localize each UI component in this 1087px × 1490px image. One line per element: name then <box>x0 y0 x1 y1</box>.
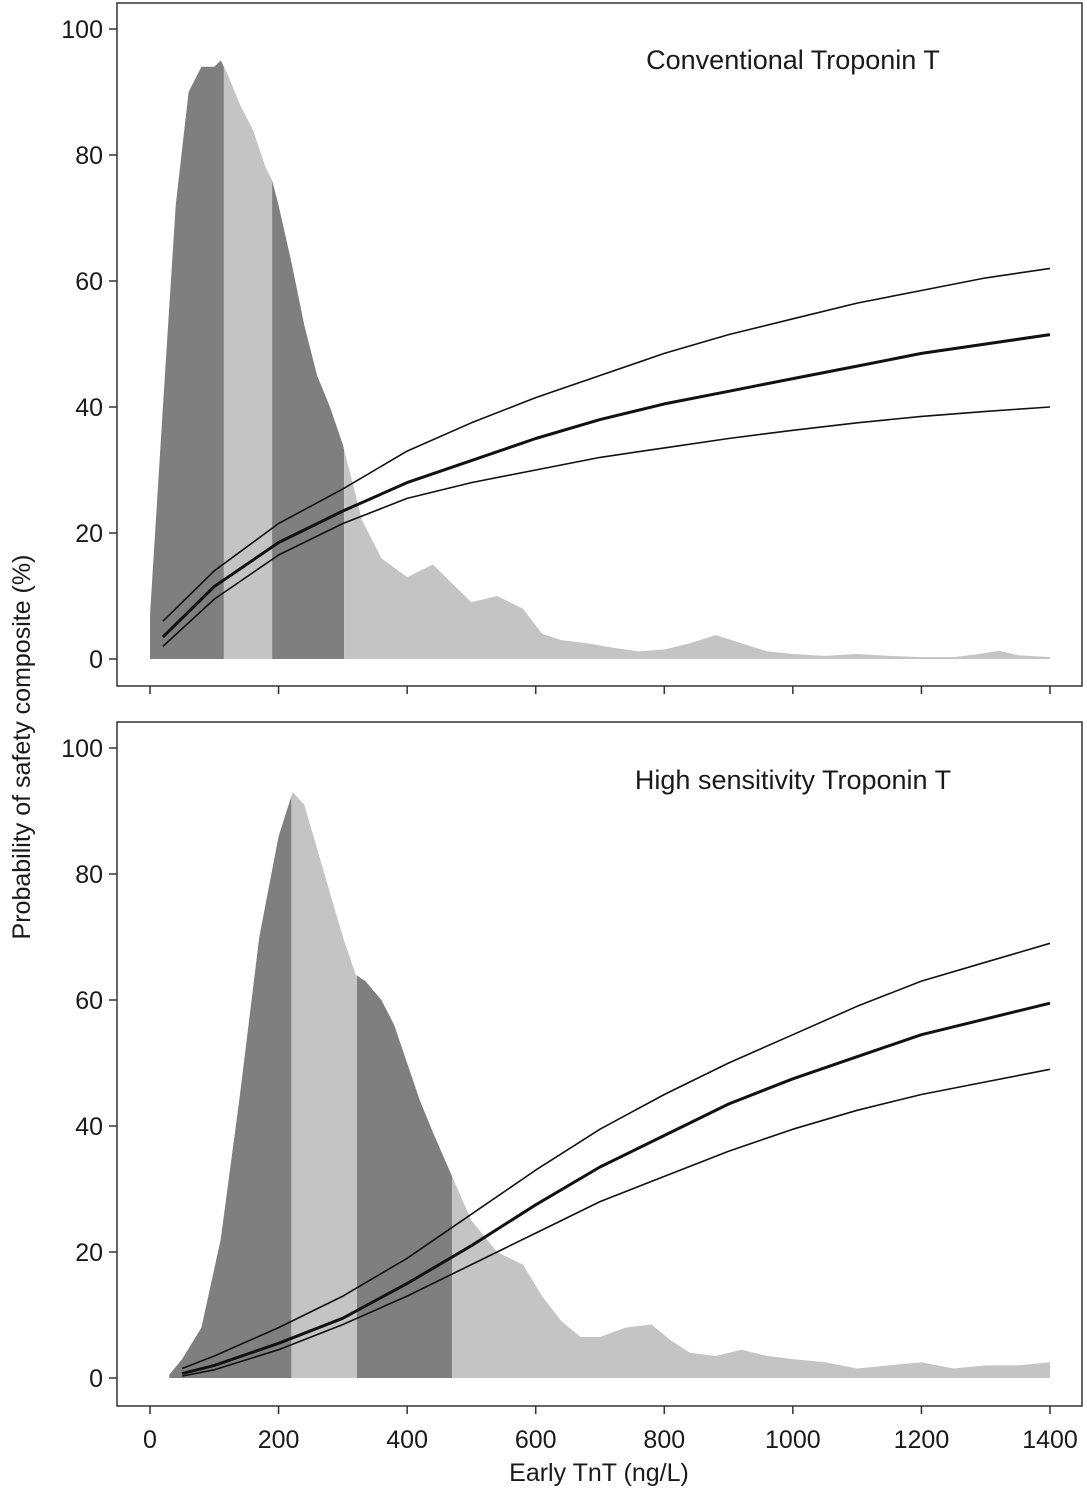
panel-title: Conventional Troponin T <box>646 45 940 75</box>
curve-estimate <box>181 1001 1051 1376</box>
curve-upper <box>181 942 1051 1370</box>
x-axis-title: Early TnT (ng/L) <box>509 1459 689 1487</box>
density-band-dark <box>357 975 453 1378</box>
y-tick-label: 40 <box>75 1113 103 1141</box>
y-tick-label: 20 <box>75 1239 103 1267</box>
x-tick-label: 200 <box>258 1426 300 1454</box>
probability-curves-group <box>181 942 1051 1377</box>
plot-frame <box>116 2 1083 687</box>
y-tick-label: 60 <box>75 268 103 296</box>
curve-lower <box>162 406 1051 647</box>
density-band-dark <box>272 180 345 659</box>
y-tick-label: 20 <box>75 520 103 548</box>
density-band-light <box>452 1176 1051 1378</box>
density-area-group <box>150 60 1051 660</box>
x-tick-label: 800 <box>643 1426 685 1454</box>
curve-upper <box>162 267 1051 622</box>
probability-curves-group <box>161 267 1051 647</box>
x-tick-label: 0 <box>143 1426 157 1454</box>
density-area-group <box>169 792 1051 1378</box>
density-band-dark <box>169 796 292 1378</box>
y-tick-label: 0 <box>89 646 103 674</box>
axes-group: 0 20 40 60 80 100 <box>61 2 1083 694</box>
y-tick-label: 0 <box>89 1365 103 1393</box>
density-band-dark <box>150 60 224 659</box>
x-tick-label: 1400 <box>1022 1426 1078 1454</box>
y-axis-title: Probability of safety composite (%) <box>8 555 36 940</box>
x-tick-label: 1200 <box>894 1426 950 1454</box>
density-band-light <box>291 792 357 1378</box>
curve-estimate <box>161 333 1051 639</box>
density-band-light <box>223 66 273 660</box>
y-tick-label: 80 <box>75 142 103 170</box>
y-tick-label: 40 <box>75 394 103 422</box>
y-tick-label: 80 <box>75 861 103 889</box>
y-tick-label: 60 <box>75 987 103 1015</box>
panel-title: High sensitivity Troponin T <box>635 765 951 795</box>
density-band-light <box>344 449 1051 659</box>
panel-conventional-troponin-t: 0 20 40 60 80 100 Conventional Troponin T <box>61 2 1083 694</box>
x-tick-label: 400 <box>386 1426 428 1454</box>
x-tick-label: 1000 <box>765 1426 821 1454</box>
plot-frame <box>116 721 1083 1407</box>
y-tick-label: 100 <box>61 735 103 763</box>
y-tick-label: 100 <box>61 16 103 44</box>
x-tick-label: 600 <box>515 1426 557 1454</box>
curve-lower <box>181 1068 1051 1377</box>
